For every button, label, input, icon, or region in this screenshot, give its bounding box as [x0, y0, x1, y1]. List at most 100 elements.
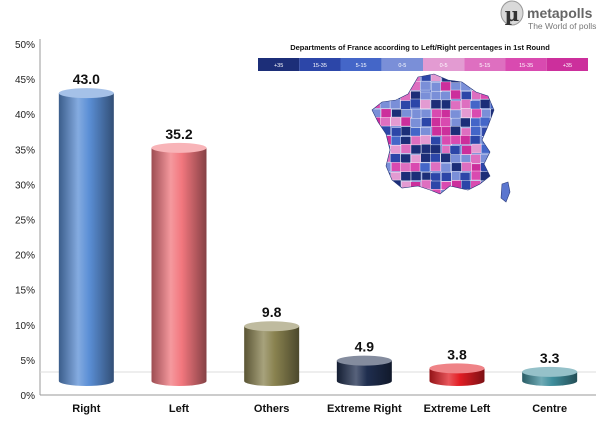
department-tile	[411, 190, 422, 194]
department-tile	[470, 180, 481, 190]
department-tile	[460, 135, 471, 145]
department-tile	[390, 135, 402, 146]
department-tile	[400, 100, 411, 110]
bar-body	[244, 326, 300, 386]
y-tick-label: 40%	[15, 110, 35, 121]
legend-swatch	[505, 58, 547, 71]
department-tile	[419, 99, 431, 110]
inset-map: Departments of France according to Left/…	[258, 43, 588, 203]
category-label: Extreme Right	[327, 403, 402, 415]
legend-label: 15-35	[313, 63, 327, 69]
y-tick-label: 35%	[15, 145, 35, 156]
y-tick-label: 10%	[15, 321, 35, 332]
department-tile	[410, 154, 422, 165]
bar-extreme-right	[336, 355, 392, 387]
department-tile	[441, 135, 453, 146]
department-tile	[400, 162, 411, 173]
department-tile	[471, 108, 482, 119]
department-tile	[449, 109, 461, 120]
bar-body	[429, 368, 485, 387]
department-tile	[490, 117, 494, 128]
department-tile	[450, 134, 462, 145]
inset-map-title: Departments of France according to Left/…	[290, 43, 550, 52]
department-tile	[410, 144, 422, 155]
legend-label: +35	[274, 63, 283, 69]
bar-right	[58, 88, 114, 387]
department-tile	[410, 81, 421, 91]
department-tile	[460, 117, 471, 128]
department-tile	[440, 81, 451, 92]
bar-top-cap	[429, 363, 485, 374]
department-tile	[381, 81, 393, 91]
department-tile	[450, 100, 461, 111]
bar-centre	[522, 366, 578, 387]
department-tile	[380, 189, 391, 194]
category-label: Extreme Left	[424, 403, 491, 415]
department-tile	[430, 144, 441, 155]
department-tile	[430, 136, 441, 147]
department-tile	[480, 171, 491, 181]
department-tile	[440, 162, 452, 173]
department-tile	[380, 117, 391, 127]
department-tile	[470, 154, 481, 164]
bar-value-label: 4.9	[355, 339, 375, 355]
department-tile	[490, 108, 494, 119]
legend-swatch	[464, 58, 506, 71]
department-tile	[372, 181, 382, 191]
department-tile	[441, 99, 452, 110]
france-map-shape	[371, 73, 511, 203]
department-tile	[440, 117, 451, 127]
department-tile	[490, 144, 494, 154]
department-tile	[480, 190, 491, 194]
department-tile	[400, 143, 412, 154]
department-tile	[450, 126, 461, 136]
department-tile	[380, 74, 392, 83]
legend-label: 15-35	[519, 63, 533, 69]
bars-group: 43.0 35.2 9.8 4.9 3.8 3.3	[58, 71, 578, 387]
department-tile	[491, 153, 494, 164]
bar-value-label: 35.2	[165, 126, 192, 142]
department-tile	[410, 98, 421, 109]
department-tile	[401, 181, 412, 191]
department-tile	[391, 162, 402, 172]
department-tile	[430, 99, 442, 110]
department-tile	[391, 127, 402, 137]
department-tile	[380, 90, 391, 100]
department-tile	[471, 81, 482, 91]
department-tile	[491, 163, 494, 173]
bar-top-cap	[522, 366, 578, 377]
department-tile	[489, 170, 494, 181]
legend-label: 5-15	[356, 63, 367, 69]
department-tile	[420, 134, 431, 145]
department-tile	[410, 171, 422, 181]
department-tile	[381, 152, 392, 163]
department-tile	[430, 180, 441, 191]
bar-value-label: 3.3	[540, 350, 560, 366]
department-tile	[419, 80, 431, 91]
department-tile	[421, 74, 432, 82]
department-tile	[430, 161, 441, 172]
department-tile	[381, 171, 392, 182]
metapolls-logo: µ metapolls The World of polls	[500, 0, 596, 31]
department-tile	[419, 162, 431, 173]
legend-label: +35	[563, 63, 572, 69]
bar-value-label: 9.8	[262, 304, 282, 320]
department-tile	[372, 190, 382, 194]
department-tile	[460, 81, 472, 91]
brand-name: metapolls	[527, 5, 593, 21]
department-tile	[421, 143, 432, 154]
department-tile	[489, 180, 494, 190]
category-label: Right	[72, 403, 100, 415]
y-tick-label: 30%	[15, 180, 35, 191]
department-tile	[400, 74, 411, 83]
legend-label: 0-5	[398, 63, 406, 69]
department-tile	[450, 89, 461, 100]
department-tile	[390, 116, 401, 127]
department-tile	[381, 135, 392, 145]
department-tile	[461, 91, 472, 101]
department-tile	[481, 82, 492, 92]
category-label: Left	[169, 403, 190, 415]
department-tile	[440, 153, 451, 163]
department-tile	[470, 117, 482, 128]
